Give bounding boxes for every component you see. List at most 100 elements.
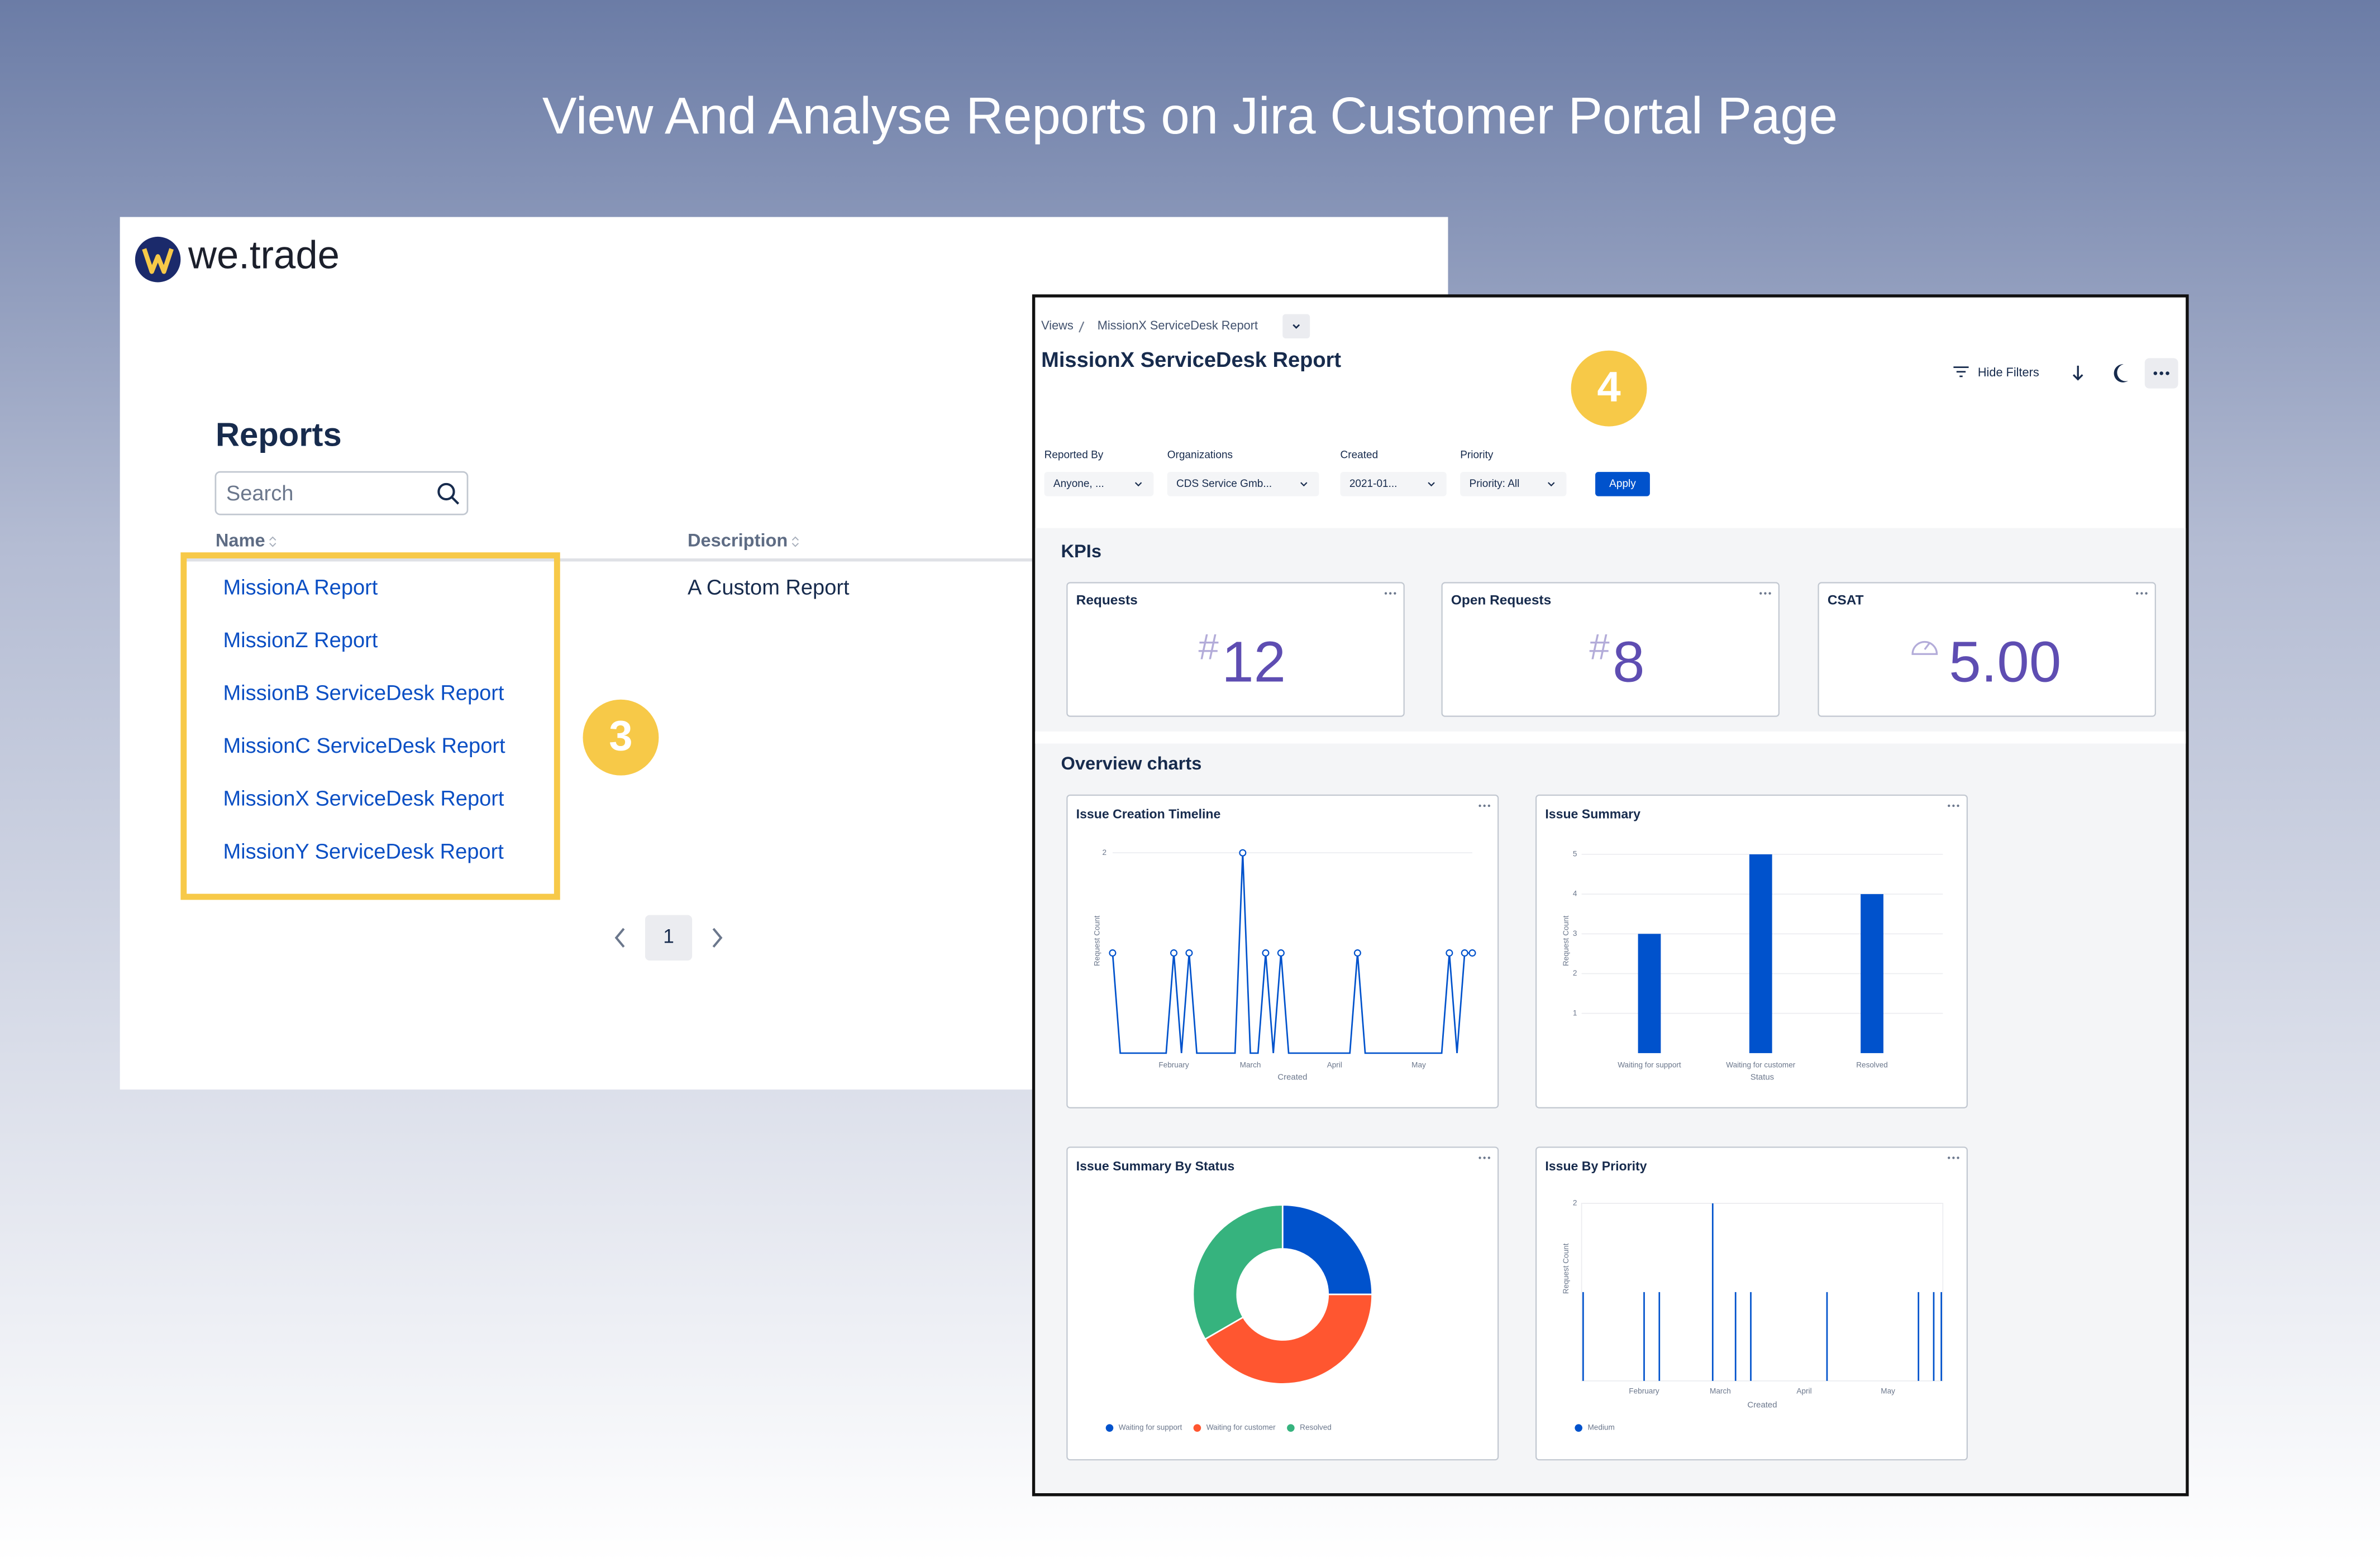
brand: we.trade (188, 233, 340, 277)
breadcrumb[interactable]: MissionX ServiceDesk Report (1098, 318, 1258, 332)
step-badge (1571, 350, 1647, 427)
breadcrumb[interactable]: Views (1041, 318, 1074, 332)
kpi-card (1818, 582, 2156, 717)
filter-dropdown[interactable] (1340, 472, 1447, 496)
kpi-label: CSAT (1828, 593, 1864, 608)
chart-title: Issue Summary By Status (1076, 1159, 1234, 1173)
x-tick-label: February (1158, 1060, 1189, 1069)
menu-dot (1394, 592, 1396, 595)
x-tick-label: March (1240, 1060, 1261, 1069)
point (1461, 949, 1468, 957)
report-link[interactable]: MissionX ServiceDesk Report (223, 787, 504, 811)
menu-dot (1389, 592, 1392, 595)
filter-dropdown[interactable] (1167, 472, 1319, 496)
donut-segment (1204, 1293, 1373, 1385)
filter-value: Anyone, ... (1053, 478, 1104, 490)
legend-dot (1105, 1424, 1114, 1432)
page-number[interactable]: 1 (663, 926, 674, 948)
menu-dot (1759, 592, 1762, 595)
x-tick-label: May (1411, 1060, 1426, 1069)
point (1239, 849, 1247, 857)
chart-title: Issue Summary (1545, 806, 1640, 821)
legend-dot (1193, 1424, 1201, 1432)
menu-dot (1768, 592, 1771, 595)
filter-label: Priority (1460, 449, 1494, 461)
menu-dot (1478, 1156, 1481, 1159)
report-link[interactable]: MissionB ServiceDesk Report (223, 682, 504, 705)
menu-dot (1957, 804, 1959, 807)
sort-icon (269, 536, 276, 547)
search-box[interactable] (214, 471, 469, 515)
breadcrumb-separator (1079, 321, 1085, 333)
dot (2153, 371, 2158, 375)
y-tick-label: 5 (1573, 850, 1577, 858)
breadcrumb-menu[interactable] (1282, 314, 1310, 338)
menu-dot (1764, 592, 1767, 595)
menu-dot (1384, 592, 1387, 595)
step-number: 3 (609, 713, 632, 760)
menu-dot (1478, 804, 1481, 807)
report-link[interactable]: MissionY ServiceDesk Report (223, 840, 504, 863)
search-icon[interactable] (437, 482, 455, 501)
apply-button[interactable] (1595, 472, 1650, 496)
prev-page[interactable] (614, 928, 625, 948)
point (1170, 949, 1178, 957)
chevron (1548, 482, 1555, 487)
section-heading: KPIs (1061, 541, 1101, 561)
legend-label: Waiting for customer (1206, 1423, 1276, 1432)
y-axis-title: Request Count (1093, 915, 1101, 966)
filter-dropdown[interactable] (1044, 472, 1154, 496)
sort-icon (791, 536, 799, 547)
menu-dot (1948, 804, 1950, 807)
report-link[interactable]: MissionC ServiceDesk Report (223, 734, 505, 758)
hide-filters[interactable]: Hide Filters (1978, 365, 2039, 379)
donut-segment (1192, 1204, 1284, 1341)
kpi-label: Requests (1076, 593, 1138, 608)
y-tick-label: 1 (1573, 1008, 1577, 1017)
chevron (1292, 324, 1300, 329)
y-axis-title: Request Count (1562, 915, 1570, 966)
page-button[interactable] (645, 915, 693, 961)
kpi-prefix: # (1199, 626, 1219, 667)
line (1112, 853, 1472, 1054)
x-axis-title: Created (1277, 1072, 1307, 1082)
kpi-value: 5.00 (1949, 629, 2061, 694)
legend-dot (1287, 1424, 1295, 1432)
report-link[interactable]: MissionZ Report (223, 629, 378, 652)
x-tick-label: Resolved (1856, 1060, 1888, 1069)
chart-card (1535, 1146, 1968, 1461)
chart-title: Issue By Priority (1545, 1159, 1647, 1173)
bar (1861, 894, 1883, 1053)
y-axis-title: Request Count (1562, 1243, 1570, 1294)
y-tick-label: 4 (1573, 890, 1577, 898)
apply-label[interactable]: Apply (1609, 478, 1636, 490)
page-title: View And Analyse Reports on Jira Custome… (542, 87, 1838, 145)
point (1262, 949, 1270, 957)
page-heading: Reports (216, 415, 342, 453)
menu-dot (1487, 804, 1491, 807)
kpi-value: 8 (1613, 629, 1644, 694)
next-page[interactable] (712, 928, 723, 948)
menu-dot (2140, 592, 2143, 595)
filter-dropdown[interactable] (1460, 472, 1567, 496)
x-axis-title: Status (1751, 1072, 1774, 1082)
download-icon[interactable] (2072, 365, 2083, 381)
search-icon (451, 496, 460, 505)
highlight-box (180, 552, 560, 900)
dark-mode-icon[interactable] (2114, 364, 2128, 383)
menu-dot (1948, 1156, 1950, 1159)
y-tick-label: 2 (1573, 1199, 1577, 1207)
menu-dot (2145, 592, 2148, 595)
legend-label: Medium (1587, 1423, 1614, 1432)
filter-icon[interactable] (1953, 366, 1969, 377)
y-tick-label: 3 (1573, 929, 1577, 938)
menu-dot (1487, 1156, 1491, 1159)
kpi-label: Open Requests (1451, 593, 1551, 608)
x-tick-label: May (1881, 1387, 1895, 1395)
report-link[interactable]: MissionA Report (223, 576, 378, 599)
x-tick-label: February (1629, 1387, 1659, 1395)
menu-dot (2136, 592, 2139, 595)
x-tick-label: March (1710, 1387, 1731, 1395)
